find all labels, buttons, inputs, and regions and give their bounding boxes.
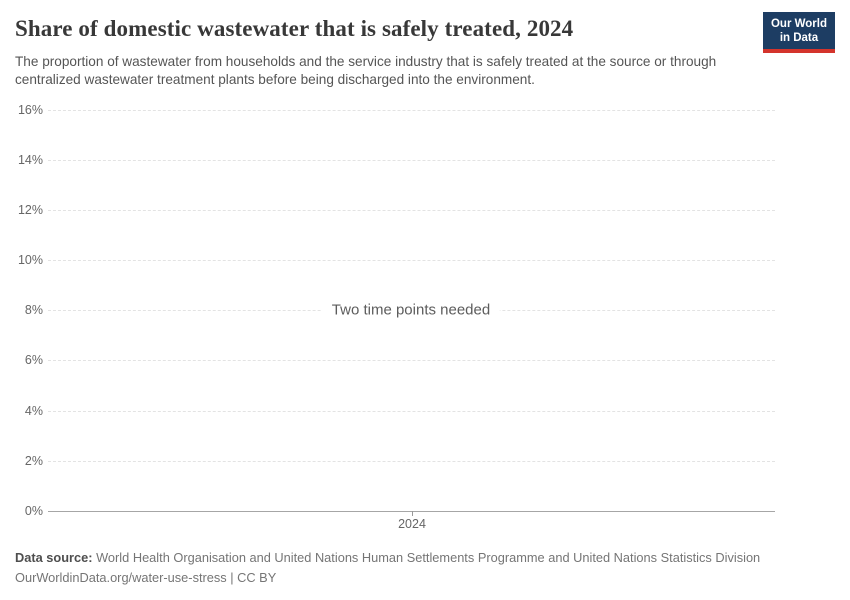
y-axis-tick-label: 14% [17,153,43,167]
y-axis-tick-label: 4% [24,404,43,418]
gridline [48,360,775,361]
owid-logo[interactable]: Our World in Data [762,12,835,53]
chart-footer: Data source: World Health Organisation a… [15,548,760,588]
gridline [48,411,775,412]
data-source-line: Data source: World Health Organisation a… [15,548,760,568]
gridline [48,260,775,261]
x-axis-tick-mark [412,511,413,516]
owid-url-license-link[interactable]: OurWorldinData.org/water-use-stress | CC… [15,570,277,585]
y-axis-tick-label: 10% [17,253,43,267]
data-source-text: World Health Organisation and United Nat… [92,550,761,565]
y-axis-tick-label: 2% [24,454,43,468]
x-axis-tick-label: 2024 [398,517,426,531]
chart-placeholder-message: Two time points needed [321,299,501,321]
y-axis-tick-label: 12% [17,203,43,217]
y-axis-tick-label: 0% [24,504,43,518]
chart-title: Share of domestic wastewater that is saf… [15,16,574,41]
owid-logo-line1: Our World [770,18,827,30]
gridline [48,210,775,211]
x-axis-line [48,511,775,512]
y-axis-tick-label: 8% [24,303,43,317]
y-axis-tick-label: 6% [24,353,43,367]
owid-logo-line2: in Data [779,32,819,44]
y-axis-tick-label: 16% [17,103,43,117]
gridline [48,461,775,462]
data-source-label: Data source: [15,550,93,565]
gridline [48,110,775,111]
chart-subtitle: The proportion of wastewater from househ… [15,54,717,87]
gridline [48,160,775,161]
